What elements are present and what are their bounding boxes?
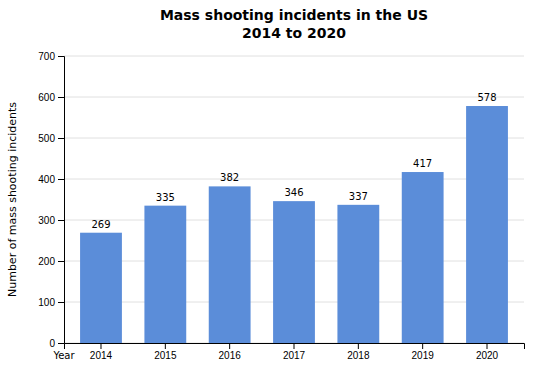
grid-line [64, 97, 524, 98]
tick-label: 2017 [283, 350, 306, 361]
tick-label: 2016 [219, 350, 242, 361]
tick-mark [229, 343, 230, 349]
tick-label: 2018 [347, 350, 370, 361]
tick-mark [58, 343, 64, 344]
x-axis: 2014 2015 2016 2017 2018 2019 2020 [65, 343, 525, 361]
tick-mark [422, 343, 423, 349]
title: Mass shooting incidents in the US [160, 7, 428, 23]
tick: 200 [38, 256, 64, 267]
bars [80, 106, 508, 343]
bar [209, 186, 251, 343]
x-axis-title: Year [52, 350, 75, 361]
tick: 2016 [219, 343, 242, 361]
tick-mark [358, 343, 359, 349]
data-label: 269 [91, 219, 110, 230]
plot: 0100200300400500600700201420152016201720… [38, 51, 524, 361]
data-label: 578 [477, 92, 496, 103]
tick-label: 2014 [90, 350, 113, 361]
y-axis-title: Number of mass shooting incidents [6, 102, 19, 297]
y-axis: 0 100 200 300 400 500 600 700 [38, 51, 64, 349]
tick-label: 0 [49, 338, 55, 349]
bar [337, 205, 379, 343]
tick-label: 2015 [154, 350, 177, 361]
tick: 600 [38, 92, 64, 103]
axis-line [58, 57, 65, 344]
tick-label: 400 [38, 174, 55, 185]
grid-line [64, 179, 524, 180]
tick-mark [58, 56, 64, 57]
tick-mark [100, 343, 101, 349]
tick-mark [58, 302, 64, 303]
tick: 2018 [347, 343, 370, 361]
tick: 700 [38, 51, 64, 62]
data-label: 346 [284, 187, 303, 198]
subtitle: 2014 to 2020 [242, 25, 346, 41]
tick-label: 500 [38, 133, 55, 144]
data-label: 382 [220, 172, 239, 183]
grid-line [64, 56, 524, 57]
bar [80, 233, 122, 343]
data-label: 337 [349, 191, 368, 202]
data-labels: 269 335 382 346 337 417 578 [91, 92, 496, 230]
data-label: 417 [413, 158, 432, 169]
axis-line [65, 344, 525, 350]
tick-label: 300 [38, 215, 55, 226]
tick-mark [165, 343, 166, 349]
tick-label: 700 [38, 51, 55, 62]
bar [273, 201, 315, 343]
tick-mark [58, 97, 64, 98]
tick-label: 2019 [412, 350, 435, 361]
tick-mark [58, 179, 64, 180]
bar [402, 172, 444, 343]
tick-label: 2020 [476, 350, 499, 361]
tick: 500 [38, 133, 64, 144]
tick: 300 [38, 215, 64, 226]
tick-mark [58, 138, 64, 139]
tick-mark [294, 343, 295, 349]
tick-mark [58, 220, 64, 221]
grid [64, 56, 524, 343]
data-label: 335 [156, 192, 175, 203]
tick-mark [487, 343, 488, 349]
tick-label: 200 [38, 256, 55, 267]
tick: 2019 [412, 343, 435, 361]
grid-line [64, 138, 524, 139]
tick: 100 [38, 297, 64, 308]
tick-label: 600 [38, 92, 55, 103]
tick: 2020 [476, 343, 499, 361]
tick-label: 100 [38, 297, 55, 308]
tick-mark [58, 261, 64, 262]
chart: 0100200300400500600700201420152016201720… [0, 0, 540, 377]
tick: 2015 [154, 343, 177, 361]
tick: 0 [49, 338, 64, 349]
tick: 2014 [90, 343, 113, 361]
bar [144, 206, 186, 343]
tick: 2017 [283, 343, 306, 361]
tick: 400 [38, 174, 64, 185]
bar [466, 106, 508, 343]
